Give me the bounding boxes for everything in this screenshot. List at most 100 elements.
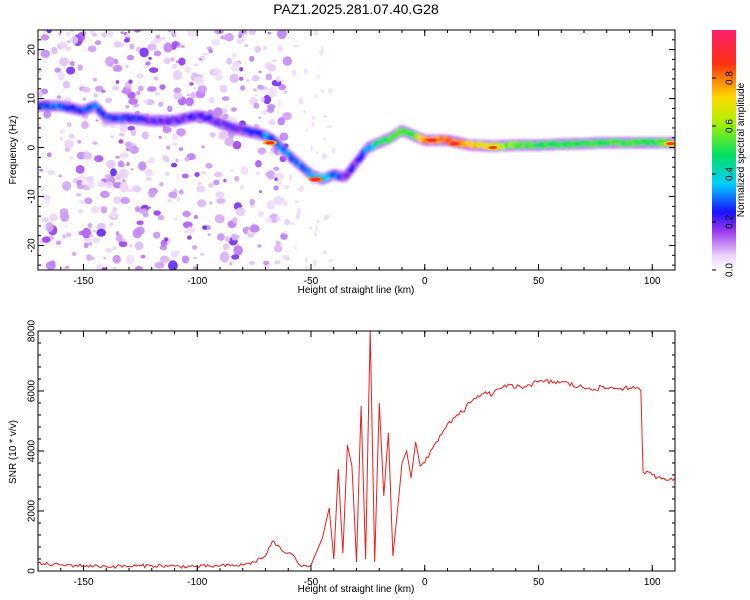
spectrogram-noise-speckle — [240, 184, 245, 190]
spectrogram-noise-speckle — [148, 157, 156, 164]
spectrogram-noise-speckle — [199, 253, 205, 256]
spectrogram-noise-speckle — [271, 59, 277, 63]
spectrogram-noise-speckle — [145, 61, 151, 66]
spectrogram-noise-speckle — [130, 129, 137, 136]
spectrogram-noise-speckle — [258, 70, 262, 74]
spectrogram-noise-speckle — [232, 61, 241, 67]
spectrogram-noise-speckle — [50, 260, 56, 267]
spectrogram-noise-speckle — [153, 50, 162, 57]
spectrogram-noise-speckle — [231, 107, 237, 112]
spectrogram-noise-speckle — [326, 125, 333, 128]
spectrogram-noise-speckle — [282, 56, 292, 66]
spectrogram-noise-speckle — [249, 198, 255, 206]
spectrogram-noise-speckle — [219, 251, 230, 263]
spectrogram-noise-speckle — [127, 126, 136, 131]
spectrogram-noise-speckle — [147, 86, 157, 92]
spectrogram-noise-speckle — [159, 255, 170, 263]
snr-x-label: Height of straight line (km) — [298, 584, 415, 595]
spectrogram-noise-speckle — [54, 67, 61, 73]
spectrogram-noise-speckle — [251, 75, 260, 82]
spectrogram-noise-speckle — [93, 93, 98, 98]
colorbar-tick-label: 0.6 — [725, 119, 736, 133]
spectrogram-noise-speckle — [253, 88, 257, 92]
spectrogram-noise-speckle — [316, 75, 321, 79]
spectrogram-hotspot — [449, 142, 459, 146]
spectrogram-noise-speckle — [59, 57, 69, 67]
spectrogram-noise-speckle — [267, 86, 278, 98]
spectrogram-noise-speckle — [283, 89, 288, 95]
spectrogram-noise-speckle — [282, 112, 292, 121]
spectrogram-noise-speckle — [267, 64, 276, 72]
spectrogram-noise-speckle — [58, 174, 63, 178]
spectrogram-noise-speckle — [304, 266, 308, 270]
colorbar-ticks: 0.0 0.2 0.4 0.6 0.8 — [712, 71, 736, 277]
spectrogram-noise-speckle — [129, 43, 135, 50]
spectrogram-noise-speckle — [202, 52, 208, 56]
y-tick-label: 6000 — [27, 379, 38, 402]
y-tick-label: 10 — [27, 93, 38, 105]
spectrogram-noise-speckle — [323, 137, 326, 141]
spectrogram-noise-speckle — [253, 102, 260, 109]
spectrogram-noise-speckle — [257, 244, 262, 248]
spectrogram-noise-speckle — [328, 259, 334, 262]
spectrogram-noise-speckle — [172, 69, 183, 81]
spectrogram-noise-speckle — [208, 96, 215, 104]
spectrogram-noise-speckle — [59, 136, 64, 141]
spectrogram-noise-speckle — [254, 94, 258, 97]
spectrogram-noise-speckle — [291, 69, 297, 77]
spectrogram-noise-speckle — [219, 84, 228, 93]
spectrogram-noise-speckle — [280, 232, 288, 240]
spectrogram-noise-speckle — [183, 230, 188, 234]
spectrogram-noise-speckle — [248, 30, 257, 35]
spectrogram-noise-speckle — [239, 76, 244, 81]
spectrogram-noise-speckle — [153, 231, 161, 239]
spectrogram-noise-speckle — [263, 94, 272, 105]
x-tick-label: -100 — [187, 276, 207, 287]
spectrogram-noise-speckle — [312, 259, 317, 267]
spectrogram-noise-speckle — [129, 244, 133, 248]
spectrogram-noise-speckle — [157, 215, 165, 221]
spectrogram-noise-speckle — [182, 210, 191, 218]
spectrogram-noise-speckle — [305, 128, 308, 132]
x-tick-label: -100 — [187, 577, 207, 588]
spectrogram-noise-speckle — [294, 200, 300, 203]
spectrogram-noise-speckle — [281, 254, 291, 261]
spectrogram-noise-speckle — [229, 262, 233, 266]
spectrogram-noise-speckle — [95, 40, 102, 46]
spectrogram-noise-speckle — [283, 230, 287, 235]
spectrogram-noise-speckle — [87, 45, 97, 53]
spectrogram-noise-speckle — [191, 245, 198, 250]
spectrogram-noise-speckle — [115, 233, 123, 242]
spectrogram-noise-speckle — [139, 47, 149, 58]
spectrogram-noise-speckle — [98, 205, 103, 209]
spectrogram-noise-speckle — [316, 151, 319, 155]
spectrogram-noise-speckle — [77, 64, 83, 71]
spectrogram-noise-speckle — [257, 211, 265, 217]
spectrogram-x-label: Height of straight line (km) — [298, 285, 415, 296]
spectrogram-noise-speckle — [198, 182, 202, 185]
spectrogram-noise-speckle — [185, 226, 196, 234]
spectrogram-noise-speckle — [80, 181, 87, 186]
spectrogram-noise-speckle — [41, 217, 49, 223]
spectrogram-noise-speckle — [171, 162, 178, 168]
spectrogram-noise-speckle — [304, 257, 308, 263]
spectrogram-noise-speckle — [69, 156, 74, 160]
spectrogram-noise-speckle — [178, 147, 184, 152]
spectrogram-noise-speckle — [303, 109, 306, 114]
spectrogram-noise-speckle — [232, 217, 238, 224]
spectrogram-noise-speckle — [275, 240, 281, 246]
spectrogram-noise-speckle — [154, 92, 161, 96]
spectrogram-noise-speckle — [171, 63, 177, 70]
spectrogram-noise-speckle — [230, 64, 241, 72]
spectrogram-noise-speckle — [198, 58, 202, 61]
x-tick-label: 50 — [533, 276, 545, 287]
spectrogram-noise-speckle — [69, 133, 75, 139]
spectrogram-noise-speckle — [239, 67, 244, 72]
spectrogram-noise-speckle — [213, 107, 223, 117]
spectrogram-noise-speckle — [299, 185, 304, 193]
spectrogram-noise-speckle — [134, 265, 143, 270]
spectrogram-noise-speckle — [115, 231, 120, 236]
spectrogram-noise-speckle — [296, 209, 301, 218]
spectrogram-noise-speckle — [180, 45, 185, 48]
